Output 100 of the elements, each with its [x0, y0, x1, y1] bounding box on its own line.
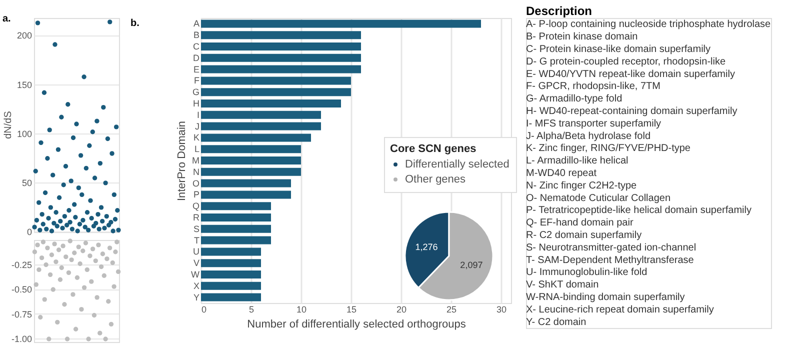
legend-title: Core SCN genes — [390, 143, 476, 155]
point — [80, 248, 86, 254]
point — [76, 244, 81, 250]
bar — [201, 168, 301, 176]
point — [93, 258, 98, 264]
bar — [201, 224, 271, 233]
text: K- Zinc finger, RING/FYVE/PHD-type — [526, 143, 691, 154]
text: B- Protein kinase domain — [526, 32, 638, 43]
bar — [201, 42, 361, 50]
point — [42, 297, 47, 302]
text: Description — [526, 4, 592, 18]
point — [72, 250, 77, 256]
point — [90, 246, 96, 252]
point — [82, 285, 87, 290]
y-tick-label: R — [193, 212, 200, 222]
y-tick-label: -0.75 — [11, 309, 32, 320]
bar — [201, 190, 291, 199]
point — [94, 295, 100, 300]
point — [70, 292, 76, 297]
x-tick-label: 5 — [248, 304, 254, 314]
y-tick-label: W — [191, 270, 200, 280]
bar — [201, 236, 271, 244]
point — [92, 312, 97, 318]
point — [56, 248, 62, 252]
text: S- Neurotransmitter-gated ion-channel — [526, 242, 696, 254]
point — [64, 254, 68, 260]
text: M-WD40 repeat — [526, 168, 597, 179]
point — [44, 262, 48, 268]
point — [36, 267, 42, 272]
point — [89, 279, 94, 284]
y-tick-label: G — [192, 87, 200, 98]
text: R- C2 domain superfamily — [526, 230, 642, 241]
bar — [201, 202, 271, 210]
y-tick-label: M — [192, 156, 200, 166]
text: U- Immunoglobulin-like fold — [526, 267, 648, 278]
point — [114, 240, 120, 244]
point — [59, 265, 64, 270]
y-tick-label: -1.00 — [11, 334, 32, 344]
text: F- GPCR, rhodopsin-like, 7TM — [526, 81, 660, 92]
point — [86, 336, 91, 342]
text: L- Armadillo-like helical — [526, 156, 628, 167]
point — [79, 306, 84, 312]
y-tick-label: 150 — [16, 80, 32, 90]
point — [64, 336, 70, 342]
text: G- Armadillo-type fold — [526, 94, 622, 105]
y-tick-label: P — [193, 190, 200, 200]
bar — [201, 134, 311, 142]
point — [39, 255, 44, 260]
point — [78, 261, 82, 266]
y-tick-label: J — [195, 121, 200, 132]
bar — [201, 100, 341, 108]
x-tick-label: 20 — [396, 304, 407, 314]
text: D- G protein-coupled receptor, rhodopsin-like — [526, 56, 726, 68]
bar — [201, 214, 271, 222]
text: Q- EF-hand domain pair — [526, 218, 634, 229]
point — [66, 270, 72, 276]
point — [46, 336, 52, 342]
point — [112, 284, 116, 289]
text: E- WD40/YVTN repeat-like domain superfamily — [526, 68, 735, 80]
point — [68, 238, 72, 244]
y-tick-label: O — [192, 178, 200, 188]
bar — [201, 145, 301, 154]
y-tick-label: C — [193, 42, 200, 52]
point — [110, 260, 115, 266]
y-axis-title: InterPro Domain — [176, 120, 188, 202]
point — [62, 302, 67, 307]
point — [113, 250, 118, 254]
y-tick-label: -0.50 — [11, 284, 32, 295]
point — [54, 259, 58, 264]
point — [50, 287, 56, 292]
bar — [201, 20, 481, 28]
text: H- WD40-repeat-containing domain superfamily — [526, 106, 738, 117]
y-tick-label: A — [193, 18, 200, 29]
point — [60, 244, 66, 248]
text: J- Alpha/Beta hydrolase fold — [526, 130, 651, 142]
point — [98, 330, 102, 336]
text: N- Zinc finger C2H2-type — [526, 180, 638, 192]
text: C- Protein kinase-like domain superfamily — [526, 44, 711, 55]
y-tick-label: -0.25 — [11, 260, 32, 270]
bar — [201, 282, 261, 290]
point — [116, 269, 121, 274]
point — [73, 326, 78, 332]
y-tick-label: L — [194, 144, 200, 154]
point — [35, 242, 40, 248]
text: W-RNA-binding domain superfamily — [526, 292, 685, 303]
bar — [201, 54, 361, 62]
bar — [201, 179, 291, 188]
bar — [201, 248, 261, 256]
text: V- ShKT domain — [526, 280, 599, 291]
point — [49, 252, 54, 258]
x-tick-label: 0 — [202, 304, 207, 314]
y-tick-label: H — [193, 98, 200, 108]
y-tick-label: T — [194, 235, 200, 246]
bar — [201, 88, 351, 96]
y-tick-label: 100 — [16, 128, 32, 139]
chart-title: a. — [2, 14, 12, 24]
y-tick-label: 200 — [16, 30, 32, 41]
y-tick-label: V — [193, 258, 200, 268]
bar — [201, 270, 261, 278]
point — [52, 242, 57, 246]
